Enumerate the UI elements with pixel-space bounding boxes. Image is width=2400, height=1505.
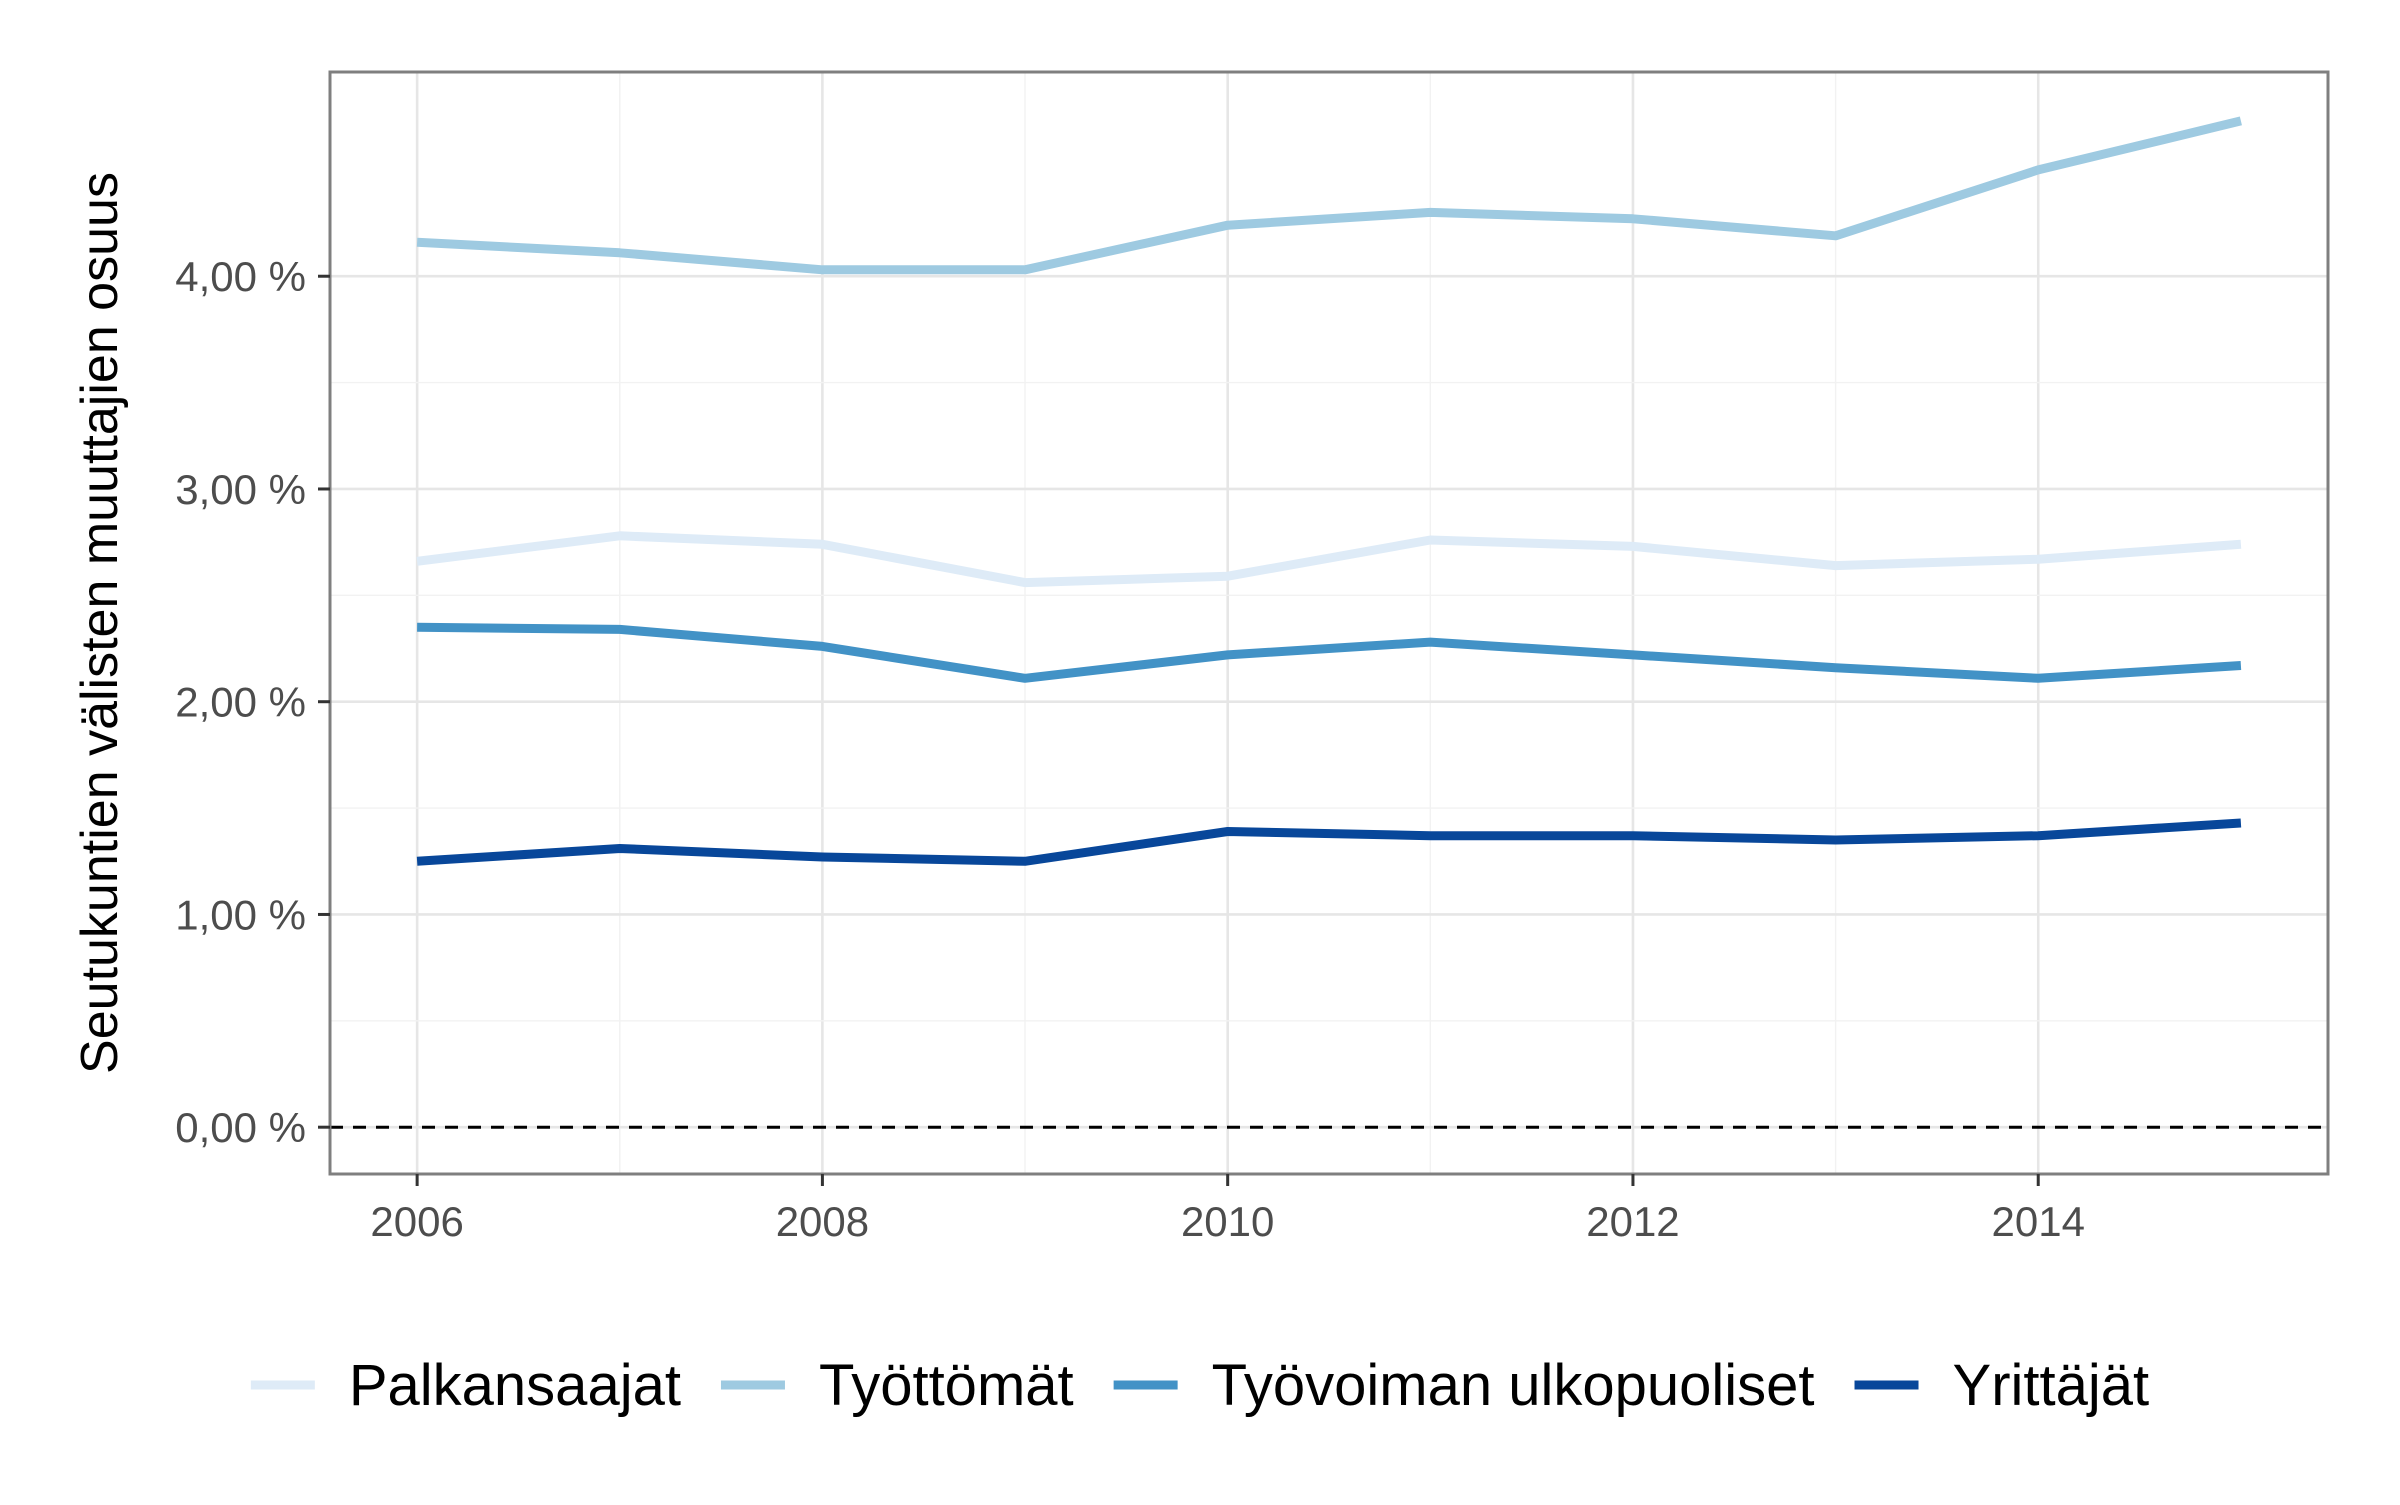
x-axis: 2006 2008 2010 2012 2014	[370, 1174, 2085, 1245]
x-tick-label: 2012	[1586, 1198, 1679, 1245]
x-tick-label: 2010	[1181, 1198, 1274, 1245]
legend: Palkansaajat Työttömät Työvoiman ulkopuoli…	[250, 1353, 2150, 1418]
x-tick-label: 2006	[370, 1198, 463, 1245]
plot-panel-border	[328, 70, 2330, 1176]
y-axis-title: Seutukuntien välisten muuttajien osuus	[71, 172, 129, 1074]
series-line-1	[416, 116, 2242, 275]
legend-label-1: Työttömät	[819, 1353, 1074, 1418]
series-line-2	[417, 622, 2242, 683]
y-tick-label: 4,00 %	[175, 253, 306, 300]
series-lines	[416, 116, 2242, 866]
legend-label-0: Palkansaajat	[349, 1353, 681, 1418]
y-tick-label: 3,00 %	[175, 466, 306, 513]
legend-label-3: Yrittäjät	[1953, 1353, 2150, 1418]
y-tick-label: 1,00 %	[175, 891, 306, 938]
y-axis: 0,00 % 1,00 % 2,00 % 3,00 % 4,00 %	[175, 253, 330, 1151]
series-line-0	[416, 531, 2242, 588]
x-tick-label: 2008	[776, 1198, 869, 1245]
x-tick-label: 2014	[1992, 1198, 2085, 1245]
legend-label-2: Työvoiman ulkopuoliset	[1212, 1353, 1815, 1418]
y-tick-label: 0,00 %	[175, 1104, 306, 1151]
series-line-3	[416, 818, 2242, 866]
y-tick-label: 2,00 %	[175, 679, 306, 726]
